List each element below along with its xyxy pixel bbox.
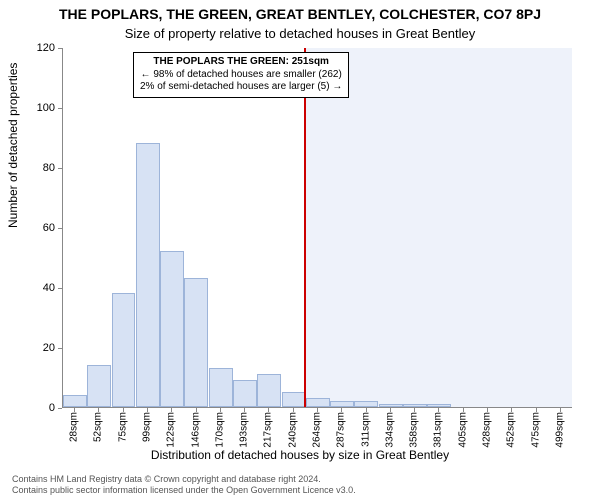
x-tick-label: 240sqm	[287, 412, 298, 448]
histogram-bar	[354, 401, 378, 407]
x-tick-label: 311sqm	[360, 412, 371, 447]
x-tick-mark	[536, 408, 537, 412]
x-tick-label: 287sqm	[336, 412, 347, 448]
y-tick-label: 80	[15, 162, 55, 174]
x-tick-label: 264sqm	[312, 412, 323, 448]
x-tick-mark	[511, 408, 512, 412]
x-tick-mark	[196, 408, 197, 412]
histogram-bar	[306, 398, 330, 407]
x-tick-label: 146sqm	[190, 412, 201, 448]
histogram-bar	[330, 401, 354, 407]
x-tick-label: 381sqm	[433, 412, 444, 448]
histogram-bar	[427, 404, 451, 407]
chart-subtitle: Size of property relative to detached ho…	[0, 26, 600, 41]
x-tick-label: 334sqm	[384, 412, 395, 448]
annotation-box: THE POPLARS THE GREEN: 251sqm ← 98% of d…	[133, 52, 349, 98]
footer-attribution: Contains HM Land Registry data © Crown c…	[12, 474, 356, 496]
histogram-bar	[209, 368, 233, 407]
histogram-bar	[282, 392, 306, 407]
reference-line	[304, 48, 306, 407]
footer-line1: Contains HM Land Registry data © Crown c…	[12, 474, 356, 485]
x-tick-label: 405sqm	[457, 412, 468, 448]
x-tick-mark	[98, 408, 99, 412]
annotation-larger: 2% of semi-detached houses are larger (5…	[140, 81, 342, 94]
x-tick-label: 217sqm	[263, 412, 274, 448]
histogram-bar	[257, 374, 281, 407]
x-tick-mark	[317, 408, 318, 412]
histogram-bar	[184, 278, 208, 407]
x-tick-label: 75sqm	[117, 412, 128, 442]
y-axis-label: Number of detached properties	[6, 63, 20, 228]
y-tick-label: 120	[15, 42, 55, 54]
x-tick-mark	[341, 408, 342, 412]
x-tick-mark	[487, 408, 488, 412]
y-tick-label: 20	[15, 342, 55, 354]
x-tick-mark	[414, 408, 415, 412]
footer-line2: Contains public sector information licen…	[12, 485, 356, 496]
x-tick-label: 99sqm	[142, 412, 153, 442]
x-tick-mark	[268, 408, 269, 412]
x-tick-label: 475sqm	[530, 412, 541, 448]
x-tick-label: 193sqm	[239, 412, 250, 448]
x-tick-mark	[244, 408, 245, 412]
x-tick-mark	[220, 408, 221, 412]
annotation-title: THE POPLARS THE GREEN: 251sqm	[140, 56, 342, 69]
y-tick-label: 40	[15, 282, 55, 294]
y-tick-label: 60	[15, 222, 55, 234]
x-tick-mark	[171, 408, 172, 412]
x-tick-label: 499sqm	[554, 412, 565, 448]
x-tick-mark	[293, 408, 294, 412]
x-tick-label: 452sqm	[506, 412, 517, 448]
x-tick-mark	[123, 408, 124, 412]
y-tick-mark	[58, 408, 62, 409]
x-tick-mark	[366, 408, 367, 412]
chart-title-address: THE POPLARS, THE GREEN, GREAT BENTLEY, C…	[0, 6, 600, 22]
chart-container: THE POPLARS, THE GREEN, GREAT BENTLEY, C…	[0, 0, 600, 500]
x-tick-label: 52sqm	[93, 412, 104, 442]
x-tick-mark	[74, 408, 75, 412]
histogram-bar	[160, 251, 184, 407]
histogram-bar	[87, 365, 111, 407]
x-axis-label: Distribution of detached houses by size …	[0, 448, 600, 462]
histogram-bar	[112, 293, 136, 407]
histogram-bar	[136, 143, 160, 407]
x-tick-mark	[147, 408, 148, 412]
x-tick-label: 428sqm	[482, 412, 493, 448]
histogram-bar	[233, 380, 257, 407]
y-tick-label: 100	[15, 102, 55, 114]
x-tick-label: 122sqm	[166, 412, 177, 448]
plot-area: THE POPLARS THE GREEN: 251sqm ← 98% of d…	[62, 48, 572, 408]
y-tick-label: 0	[15, 402, 55, 414]
annotation-smaller: ← 98% of detached houses are smaller (26…	[140, 69, 342, 82]
x-tick-mark	[560, 408, 561, 412]
histogram-bar	[379, 404, 403, 407]
x-tick-mark	[463, 408, 464, 412]
x-tick-mark	[438, 408, 439, 412]
x-tick-label: 358sqm	[409, 412, 420, 448]
shaded-region	[304, 48, 572, 407]
x-tick-label: 170sqm	[214, 412, 225, 448]
histogram-bar	[403, 404, 427, 407]
histogram-bar	[63, 395, 87, 407]
x-tick-label: 28sqm	[69, 412, 80, 442]
x-tick-mark	[390, 408, 391, 412]
